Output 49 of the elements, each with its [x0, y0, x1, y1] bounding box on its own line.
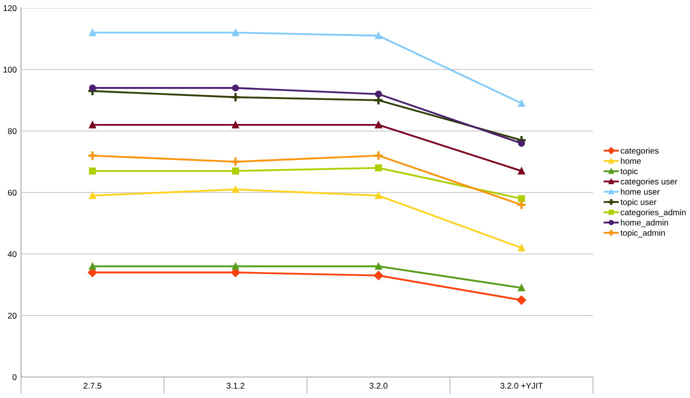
point [375, 121, 382, 128]
y-tick-label: 100 [4, 66, 17, 73]
legend-label: topic_admin [620, 230, 665, 238]
legend-label: categories_admin [620, 209, 686, 217]
point [89, 192, 96, 200]
x-tick-label: 2.7.5 [84, 382, 102, 389]
legend-label: categories user [620, 178, 678, 186]
x-tick-label: 3.2.0 [370, 382, 388, 389]
point [89, 29, 96, 36]
y-tick-label: 80 [8, 128, 17, 134]
y-tick-label: 20 [8, 312, 17, 319]
y-tick-label: 120 [4, 5, 17, 12]
point [373, 150, 384, 161]
point [89, 121, 96, 128]
point [232, 186, 239, 193]
point [89, 84, 96, 92]
x-tick-label: 3.2.0 +YJIT [500, 382, 543, 389]
point [230, 156, 241, 168]
point [232, 121, 239, 128]
point [232, 29, 239, 36]
point [518, 284, 525, 292]
point [375, 262, 382, 270]
point [89, 262, 96, 270]
point [232, 262, 239, 270]
y-tick-label: 60 [8, 190, 17, 196]
legend-label: home_admin [620, 219, 668, 228]
point [518, 195, 525, 202]
point [518, 244, 525, 252]
point [518, 168, 525, 174]
point [375, 192, 382, 200]
point [232, 84, 239, 92]
point [518, 140, 525, 147]
y-tick-label: 40 [8, 251, 17, 258]
legend-label: home [620, 158, 641, 164]
point [516, 296, 526, 305]
point [89, 168, 96, 174]
point [232, 168, 239, 174]
legend-label: categories [620, 148, 659, 156]
point [375, 164, 382, 172]
point [375, 90, 382, 98]
x-tick-label: 3.1.2 [226, 382, 244, 389]
legend-label: topic user [620, 198, 656, 207]
point [374, 270, 384, 280]
legend-label: home user [620, 188, 660, 195]
point [230, 92, 241, 102]
point [375, 32, 382, 40]
y-tick-label: 0 [12, 374, 17, 380]
point [518, 100, 525, 107]
legend-label: topic [620, 168, 638, 176]
